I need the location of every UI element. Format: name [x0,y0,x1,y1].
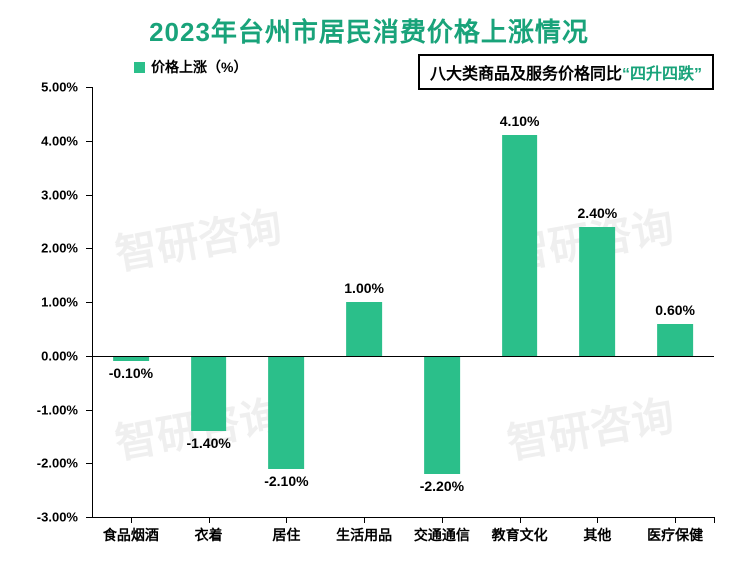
bar-value-label: -1.40% [186,435,230,451]
bar-slot: 0.60% [636,87,714,517]
bar-value-label: -0.10% [109,365,153,381]
chart-container: 2023年台州市居民消费价格上涨情况 价格上涨（%） 八大类商品及服务价格同比“… [0,0,738,582]
y-tick-label: 1.00% [41,295,78,310]
bars-area: -0.10% -1.40% -2.10% 1.00% -2.20% 4.10% 2.40% 0… [92,87,714,517]
zero-line [92,356,714,357]
bar-slot: -0.10% [92,87,170,517]
subtitle-prefix: 八大类商品及服务价格同比 [430,66,622,83]
bar-value-label: 2.40% [578,205,618,221]
x-category-label: 交通通信 [414,525,470,545]
y-tick-label: -3.00% [37,510,78,525]
x-axis-line [92,517,714,518]
x-category-label: 食品烟酒 [103,525,159,545]
x-category-label: 居住 [272,525,300,545]
bar-slot: 1.00% [325,87,403,517]
bar-value-label: -2.10% [264,473,308,489]
bar-value-label: -2.20% [420,478,464,494]
x-category-label: 衣着 [195,525,223,545]
x-axis: 食品烟酒 衣着 居住 生活用品 交通通信 教育文化 其他 医疗保健 [92,517,714,547]
legend-swatch [134,62,145,73]
bar-value-label: 4.10% [500,113,540,129]
y-tick-label: 4.00% [41,133,78,148]
plot-area: 智研咨询 智研咨询 智研咨询 智研咨询 -3.00%-2.00%-1.00%0.… [24,87,714,547]
bar [269,356,305,469]
y-tick-label: 0.00% [41,348,78,363]
bar-slot: -2.20% [403,87,481,517]
bar-slot: 2.40% [559,87,637,517]
x-category-label: 医疗保健 [647,525,703,545]
subtitle-quoted: “四升四跌” [622,66,702,83]
y-tick-label: 2.00% [41,241,78,256]
bar-value-label: 1.00% [344,280,384,296]
y-tick-label: 3.00% [41,187,78,202]
y-tick-label: -2.00% [37,456,78,471]
x-tick-mark [714,517,715,523]
bar [191,356,227,431]
bar [502,135,538,355]
bar [346,302,382,356]
legend-label: 价格上涨（%） [151,57,247,77]
y-axis: -3.00%-2.00%-1.00%0.00%1.00%2.00%3.00%4.… [24,87,86,517]
bar-slot: 4.10% [481,87,559,517]
bar-slot: -2.10% [248,87,326,517]
bar [580,227,616,356]
x-category-label: 教育文化 [492,525,548,545]
bar-value-label: 0.60% [655,302,695,318]
bar-slot: -1.40% [170,87,248,517]
x-category-label: 生活用品 [336,525,392,545]
bar [424,356,460,474]
y-axis-line [92,87,93,517]
chart-title: 2023年台州市居民消费价格上涨情况 [24,12,714,49]
x-category-label: 其他 [583,525,611,545]
y-tick-label: -1.00% [37,402,78,417]
bar [657,324,693,356]
y-tick-label: 5.00% [41,80,78,95]
subtitle-box: 八大类商品及服务价格同比“四升四跌” [418,54,714,90]
